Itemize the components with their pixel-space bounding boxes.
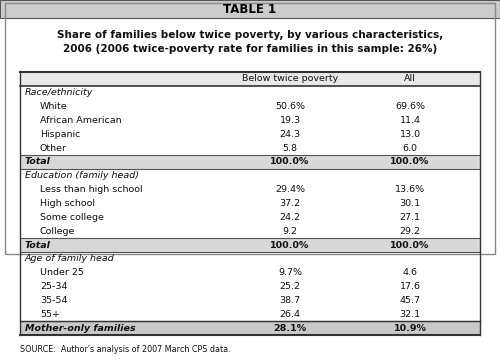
Bar [0, 0, 500, 18]
Text: 9.7%: 9.7% [278, 268, 302, 277]
Text: 69.6%: 69.6% [395, 102, 425, 111]
Text: 6.0: 6.0 [402, 144, 417, 153]
Text: 2006 (2006 twice-poverty rate for families in this sample: 26%): 2006 (2006 twice-poverty rate for famili… [63, 44, 437, 54]
Text: Mother-only families: Mother-only families [25, 324, 136, 333]
Text: 55+: 55+ [40, 310, 60, 319]
Text: Age of family head: Age of family head [25, 254, 115, 263]
Text: 26.4: 26.4 [280, 310, 300, 319]
Text: Total: Total [25, 240, 51, 249]
Text: 100.0%: 100.0% [390, 157, 430, 167]
Text: Hispanic: Hispanic [40, 130, 80, 139]
Text: 13.0: 13.0 [400, 130, 420, 139]
Text: 30.1: 30.1 [400, 199, 420, 208]
Text: 37.2: 37.2 [280, 199, 300, 208]
Text: African American: African American [40, 116, 121, 125]
Text: 25.2: 25.2 [280, 282, 300, 291]
Text: 45.7: 45.7 [400, 296, 420, 305]
Text: Under 25: Under 25 [40, 268, 84, 277]
Text: 100.0%: 100.0% [390, 240, 430, 249]
Text: 5.8: 5.8 [282, 144, 298, 153]
Text: 100.0%: 100.0% [270, 240, 310, 249]
Text: 10.9%: 10.9% [394, 324, 426, 333]
Text: 100.0%: 100.0% [270, 157, 310, 167]
Text: Some college: Some college [40, 213, 104, 222]
Text: 27.1: 27.1 [400, 213, 420, 222]
Text: Education (family head): Education (family head) [25, 171, 139, 180]
Text: White: White [40, 102, 68, 111]
Text: 9.2: 9.2 [282, 227, 298, 236]
Text: SOURCE:  Author's analysis of 2007 March CPS data.: SOURCE: Author's analysis of 2007 March … [20, 345, 231, 354]
Text: 11.4: 11.4 [400, 116, 420, 125]
Text: 28.1%: 28.1% [274, 324, 306, 333]
Text: 29.2: 29.2 [400, 227, 420, 236]
Text: College: College [40, 227, 76, 236]
Bar [20, 238, 480, 252]
Text: High school: High school [40, 199, 95, 208]
Bar [20, 321, 480, 335]
Text: Other: Other [40, 144, 67, 153]
Text: 38.7: 38.7 [280, 296, 300, 305]
Text: Share of families below twice poverty, by various characteristics,: Share of families below twice poverty, b… [57, 30, 443, 40]
Text: 50.6%: 50.6% [275, 102, 305, 111]
Text: Race/ethnicity: Race/ethnicity [25, 88, 94, 97]
Text: Below twice poverty: Below twice poverty [242, 74, 338, 83]
Text: 19.3: 19.3 [280, 116, 300, 125]
Text: 32.1: 32.1 [400, 310, 420, 319]
Text: 24.3: 24.3 [280, 130, 300, 139]
Text: TABLE 1: TABLE 1 [224, 3, 276, 16]
Text: 35-54: 35-54 [40, 296, 68, 305]
Text: 4.6: 4.6 [402, 268, 417, 277]
Text: Total: Total [25, 157, 51, 167]
Text: 29.4%: 29.4% [275, 185, 305, 194]
Text: Less than high school: Less than high school [40, 185, 142, 194]
Bar [20, 72, 480, 86]
Text: 13.6%: 13.6% [395, 185, 425, 194]
Text: 25-34: 25-34 [40, 282, 68, 291]
Text: All: All [404, 74, 416, 83]
Text: 24.2: 24.2 [280, 213, 300, 222]
Text: 17.6: 17.6 [400, 282, 420, 291]
Bar [20, 155, 480, 169]
